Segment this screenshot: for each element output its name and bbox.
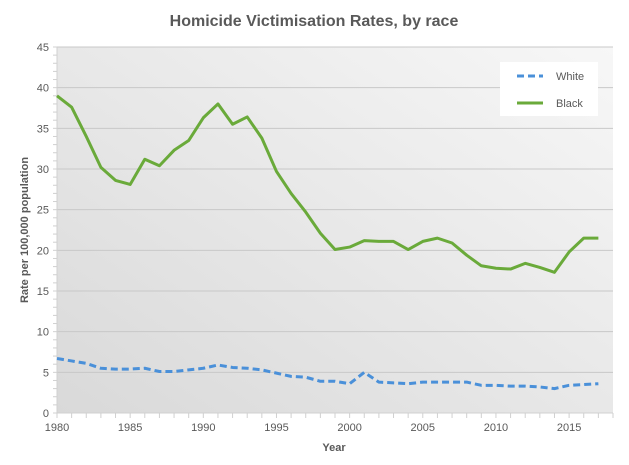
x-tick-label: 1990 [191,422,215,434]
y-tick-label: 10 [37,327,49,339]
x-tick-label: 1980 [45,422,69,434]
y-tick-label: 45 [37,42,49,54]
y-tick-label: 0 [43,408,49,420]
x-tick-label: 2005 [411,422,435,434]
x-axis-label: Year [322,442,346,454]
x-tick-label: 2000 [337,422,361,434]
x-tick-label: 2010 [484,422,508,434]
legend: White Black [500,62,598,116]
y-tick-label: 30 [37,164,49,176]
chart-title: Homicide Victimisation Rates, by race [170,13,459,30]
x-tick-label: 2015 [557,422,581,434]
y-tick-label: 40 [37,83,49,95]
y-tick-label: 5 [43,367,49,379]
x-tick-label: 1985 [118,422,142,434]
y-tick-label: 25 [37,205,49,217]
y-tick-label: 15 [37,286,49,298]
y-tick-label: 20 [37,245,49,257]
y-axis-label: Rate per 100,000 population [19,157,31,303]
legend-black-label: Black [556,98,583,110]
x-tick-label: 1995 [264,422,288,434]
y-tick-label: 35 [37,123,49,135]
legend-white-label: White [556,71,584,83]
